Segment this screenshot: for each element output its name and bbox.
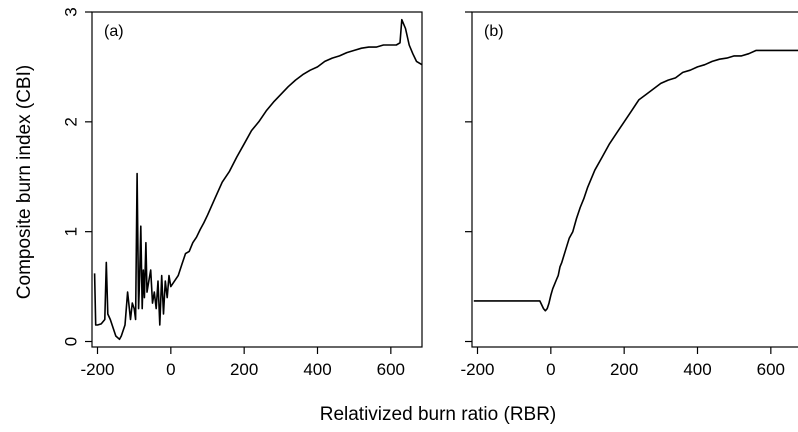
panel-b: (b) -200 0 200 400 600 bbox=[460, 11, 798, 379]
x-tick-label: -200 bbox=[80, 360, 114, 379]
x-tick-label: 600 bbox=[757, 360, 785, 379]
x-tick-label: 0 bbox=[166, 360, 175, 379]
x-tick-label: 0 bbox=[546, 360, 555, 379]
plot-frame bbox=[91, 11, 423, 348]
panel-label: (b) bbox=[484, 23, 504, 40]
plot-frame bbox=[471, 11, 798, 348]
x-tick-label: 200 bbox=[610, 360, 638, 379]
series-line bbox=[473, 49, 798, 312]
x-tick-label: 600 bbox=[377, 360, 405, 379]
x-tick-label: 400 bbox=[303, 360, 331, 379]
panel-a: (a) -200 0 200 400 600 0 1 2 3 bbox=[61, 7, 423, 379]
y-tick-label: 3 bbox=[61, 7, 80, 16]
y-tick-label: 1 bbox=[61, 227, 80, 236]
y-tick-label: 0 bbox=[61, 337, 80, 346]
panel-label: (a) bbox=[104, 23, 124, 40]
y-axis-title: Composite burn index (CBI) bbox=[14, 65, 35, 299]
x-tick-label: 200 bbox=[230, 360, 258, 379]
x-axis-title: Relativized burn ratio (RBR) bbox=[320, 404, 557, 425]
x-tick-label: -200 bbox=[460, 360, 494, 379]
x-tick-label: 400 bbox=[683, 360, 711, 379]
y-tick-label: 2 bbox=[61, 117, 80, 126]
series-line bbox=[93, 18, 422, 341]
